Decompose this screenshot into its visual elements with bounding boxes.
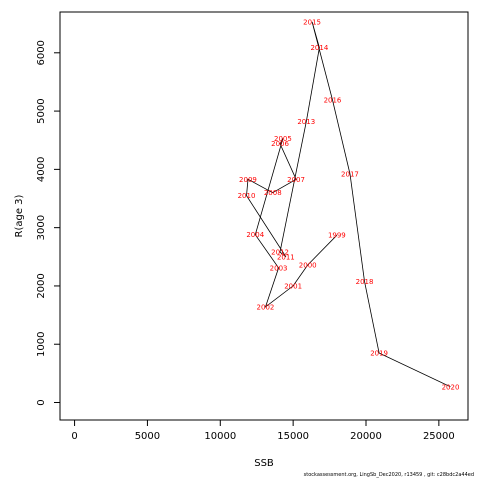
- y-tick-label: 6000: [36, 40, 47, 65]
- year-label: 2017: [341, 171, 359, 179]
- year-label: 2013: [297, 118, 315, 126]
- year-label: 2018: [356, 278, 374, 286]
- x-tick-label: 20000: [350, 431, 382, 442]
- y-tick-label: 0: [36, 399, 47, 405]
- y-tick-label: 4000: [36, 157, 47, 182]
- y-axis: 0 1000 2000 3000 4000 5000 6000: [36, 40, 61, 406]
- trajectory-line: [246, 21, 451, 388]
- year-label: 2016: [324, 97, 342, 105]
- year-label: 2007: [287, 176, 305, 184]
- x-tick-label: 5000: [135, 431, 160, 442]
- year-label: 2011: [277, 253, 295, 261]
- year-label: 2001: [284, 282, 302, 290]
- year-label: 2015: [303, 18, 321, 26]
- credit-footer: stockassessment.org, LingSb_Dec2020, r13…: [303, 472, 474, 478]
- year-label: 2014: [310, 44, 328, 52]
- year-label: 2006: [271, 140, 289, 148]
- y-axis-label: R(age 3): [14, 194, 25, 237]
- y-tick-label: 2000: [36, 273, 47, 298]
- y-tick-label: 3000: [36, 215, 47, 240]
- y-tick-label: 5000: [36, 98, 47, 123]
- year-label: 2000: [299, 261, 317, 269]
- year-label: 2010: [238, 192, 256, 200]
- x-axis: 0 5000 10000 15000 20000 25000: [71, 419, 455, 442]
- year-label: 2008: [264, 189, 282, 197]
- plot-frame: [59, 11, 469, 421]
- y-tick-label: 1000: [36, 332, 47, 357]
- year-label: 2004: [246, 231, 264, 239]
- year-label: 1999: [328, 232, 346, 240]
- year-label: 2003: [270, 264, 288, 272]
- year-label: 2019: [370, 349, 388, 357]
- year-label: 2012: [271, 249, 289, 257]
- year-label: 2009: [239, 176, 257, 184]
- x-tick-label: 15000: [277, 431, 309, 442]
- year-label: 2002: [257, 303, 275, 311]
- x-tick-label: 0: [71, 431, 77, 442]
- x-axis-label: SSB: [254, 458, 274, 469]
- x-tick-label: 25000: [423, 431, 455, 442]
- year-label: 2005: [274, 135, 292, 143]
- x-tick-label: 10000: [204, 431, 236, 442]
- year-label: 2020: [442, 383, 460, 391]
